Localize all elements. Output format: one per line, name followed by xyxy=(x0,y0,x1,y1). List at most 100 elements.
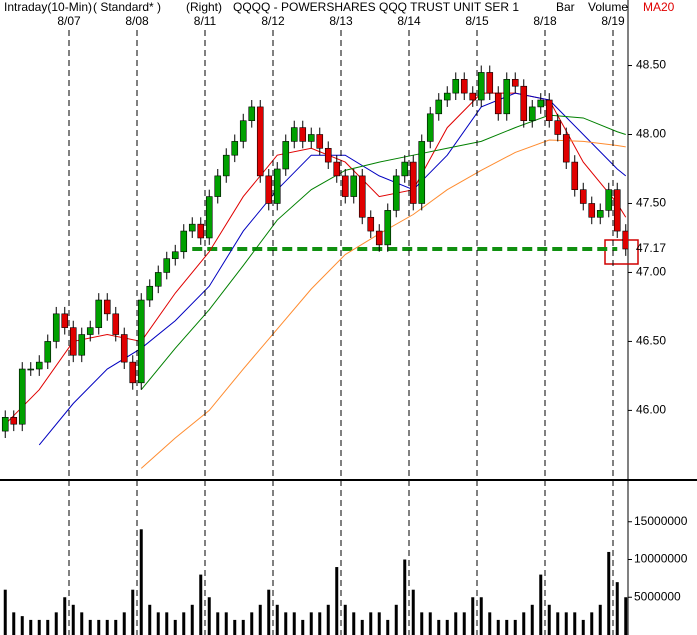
candle-body xyxy=(273,168,281,204)
candle-body xyxy=(282,141,290,170)
candle-body xyxy=(197,223,205,239)
volume-bar xyxy=(182,612,186,635)
volume-bar xyxy=(122,612,126,635)
y-tick-label: 5000000 xyxy=(634,589,681,603)
candle-body xyxy=(324,147,332,163)
volume-bar xyxy=(292,612,296,635)
candle-body xyxy=(137,299,145,384)
candle-body xyxy=(95,299,103,328)
candle-body xyxy=(214,175,222,197)
x-tick-label: 8/19 xyxy=(601,14,625,28)
y-tick-label: 47.50 xyxy=(636,196,666,210)
x-tick-label: 8/13 xyxy=(329,14,353,28)
volume-bar xyxy=(20,616,24,635)
candle-body xyxy=(61,313,69,328)
candle-body xyxy=(554,120,562,135)
volume-bar xyxy=(88,619,92,635)
candle-body xyxy=(477,72,485,101)
candle-body xyxy=(375,230,383,246)
candle-body xyxy=(307,134,315,142)
volume-bar xyxy=(513,619,517,635)
candle-body xyxy=(69,327,77,356)
volume-bar xyxy=(105,619,109,635)
volume-bar xyxy=(564,612,568,635)
header-label: QQQQ - POWERSHARES QQQ TRUST UNIT SER 1 xyxy=(233,0,519,14)
volume-bar xyxy=(173,619,177,635)
volume-bar xyxy=(37,619,41,635)
volume-bar xyxy=(326,604,330,635)
candle-body xyxy=(86,327,94,335)
volume-bar xyxy=(3,589,7,635)
volume-bar xyxy=(267,589,271,635)
volume-bar xyxy=(462,612,466,635)
volume-bar xyxy=(445,619,449,635)
y-tick-label: 46.50 xyxy=(636,334,666,348)
y-tick-label: 48.00 xyxy=(636,127,666,141)
candle-body xyxy=(384,210,392,246)
header-label: Volume xyxy=(588,0,628,14)
volume-bar xyxy=(148,604,152,635)
candle-body xyxy=(418,141,426,204)
volume-bar xyxy=(581,619,585,635)
candle-body xyxy=(341,175,349,197)
volume-bar xyxy=(539,574,543,635)
candle-body xyxy=(52,313,60,342)
price-panel xyxy=(1,65,628,469)
volume-bar xyxy=(530,604,534,635)
candle-body xyxy=(494,92,502,115)
candle-body xyxy=(103,299,111,315)
candle-body xyxy=(44,341,52,363)
candle-body xyxy=(562,134,570,163)
candle-body xyxy=(528,106,536,122)
volume-bar xyxy=(207,597,211,635)
y-tick-label: 10000000 xyxy=(634,552,688,566)
candle-body xyxy=(35,361,43,370)
candle-body xyxy=(333,161,341,177)
candle-body xyxy=(443,92,451,101)
volume-bar xyxy=(190,604,194,635)
volume-bar xyxy=(199,574,203,635)
candle-body xyxy=(180,230,188,253)
volume-bar xyxy=(437,619,441,635)
x-tick-label: 8/14 xyxy=(397,14,421,28)
x-tick-label: 8/11 xyxy=(194,14,217,28)
volume-bar xyxy=(54,612,58,635)
volume-bar xyxy=(607,551,611,635)
volume-bar xyxy=(29,619,33,635)
volume-bar xyxy=(131,589,135,635)
volume-bar xyxy=(369,612,373,635)
header-label: Bar xyxy=(556,0,575,14)
volume-bar xyxy=(573,612,577,635)
candle-body xyxy=(571,161,579,190)
candle-body xyxy=(460,79,468,94)
candle-body xyxy=(537,99,545,108)
candle-body xyxy=(367,216,375,232)
volume-bar xyxy=(428,612,432,635)
candle-body xyxy=(188,223,196,232)
candle-body xyxy=(469,92,477,101)
candle-body xyxy=(27,368,35,371)
candle-body xyxy=(486,72,494,94)
volume-bar xyxy=(233,619,237,635)
candle-body xyxy=(290,127,298,142)
volume-bar xyxy=(97,619,101,635)
moving-average-line xyxy=(4,92,627,425)
candle-body xyxy=(18,368,26,425)
candle-body xyxy=(520,85,528,122)
candle-body xyxy=(511,79,519,87)
volume-bar xyxy=(63,597,67,635)
volume-bar xyxy=(624,597,628,635)
x-tick-label: 8/08 xyxy=(125,14,149,28)
candle-body xyxy=(579,189,587,204)
candle-body xyxy=(435,99,443,115)
volume-bar xyxy=(71,604,75,635)
candle-body xyxy=(146,285,154,301)
y-tick-label: 46.00 xyxy=(636,403,666,417)
candle-body xyxy=(112,313,120,335)
volume-bar xyxy=(343,604,347,635)
volume-bar xyxy=(505,619,509,635)
candle-body xyxy=(545,99,553,122)
header-label: Intraday(10-Min) xyxy=(4,0,92,14)
candle-body xyxy=(239,120,247,142)
